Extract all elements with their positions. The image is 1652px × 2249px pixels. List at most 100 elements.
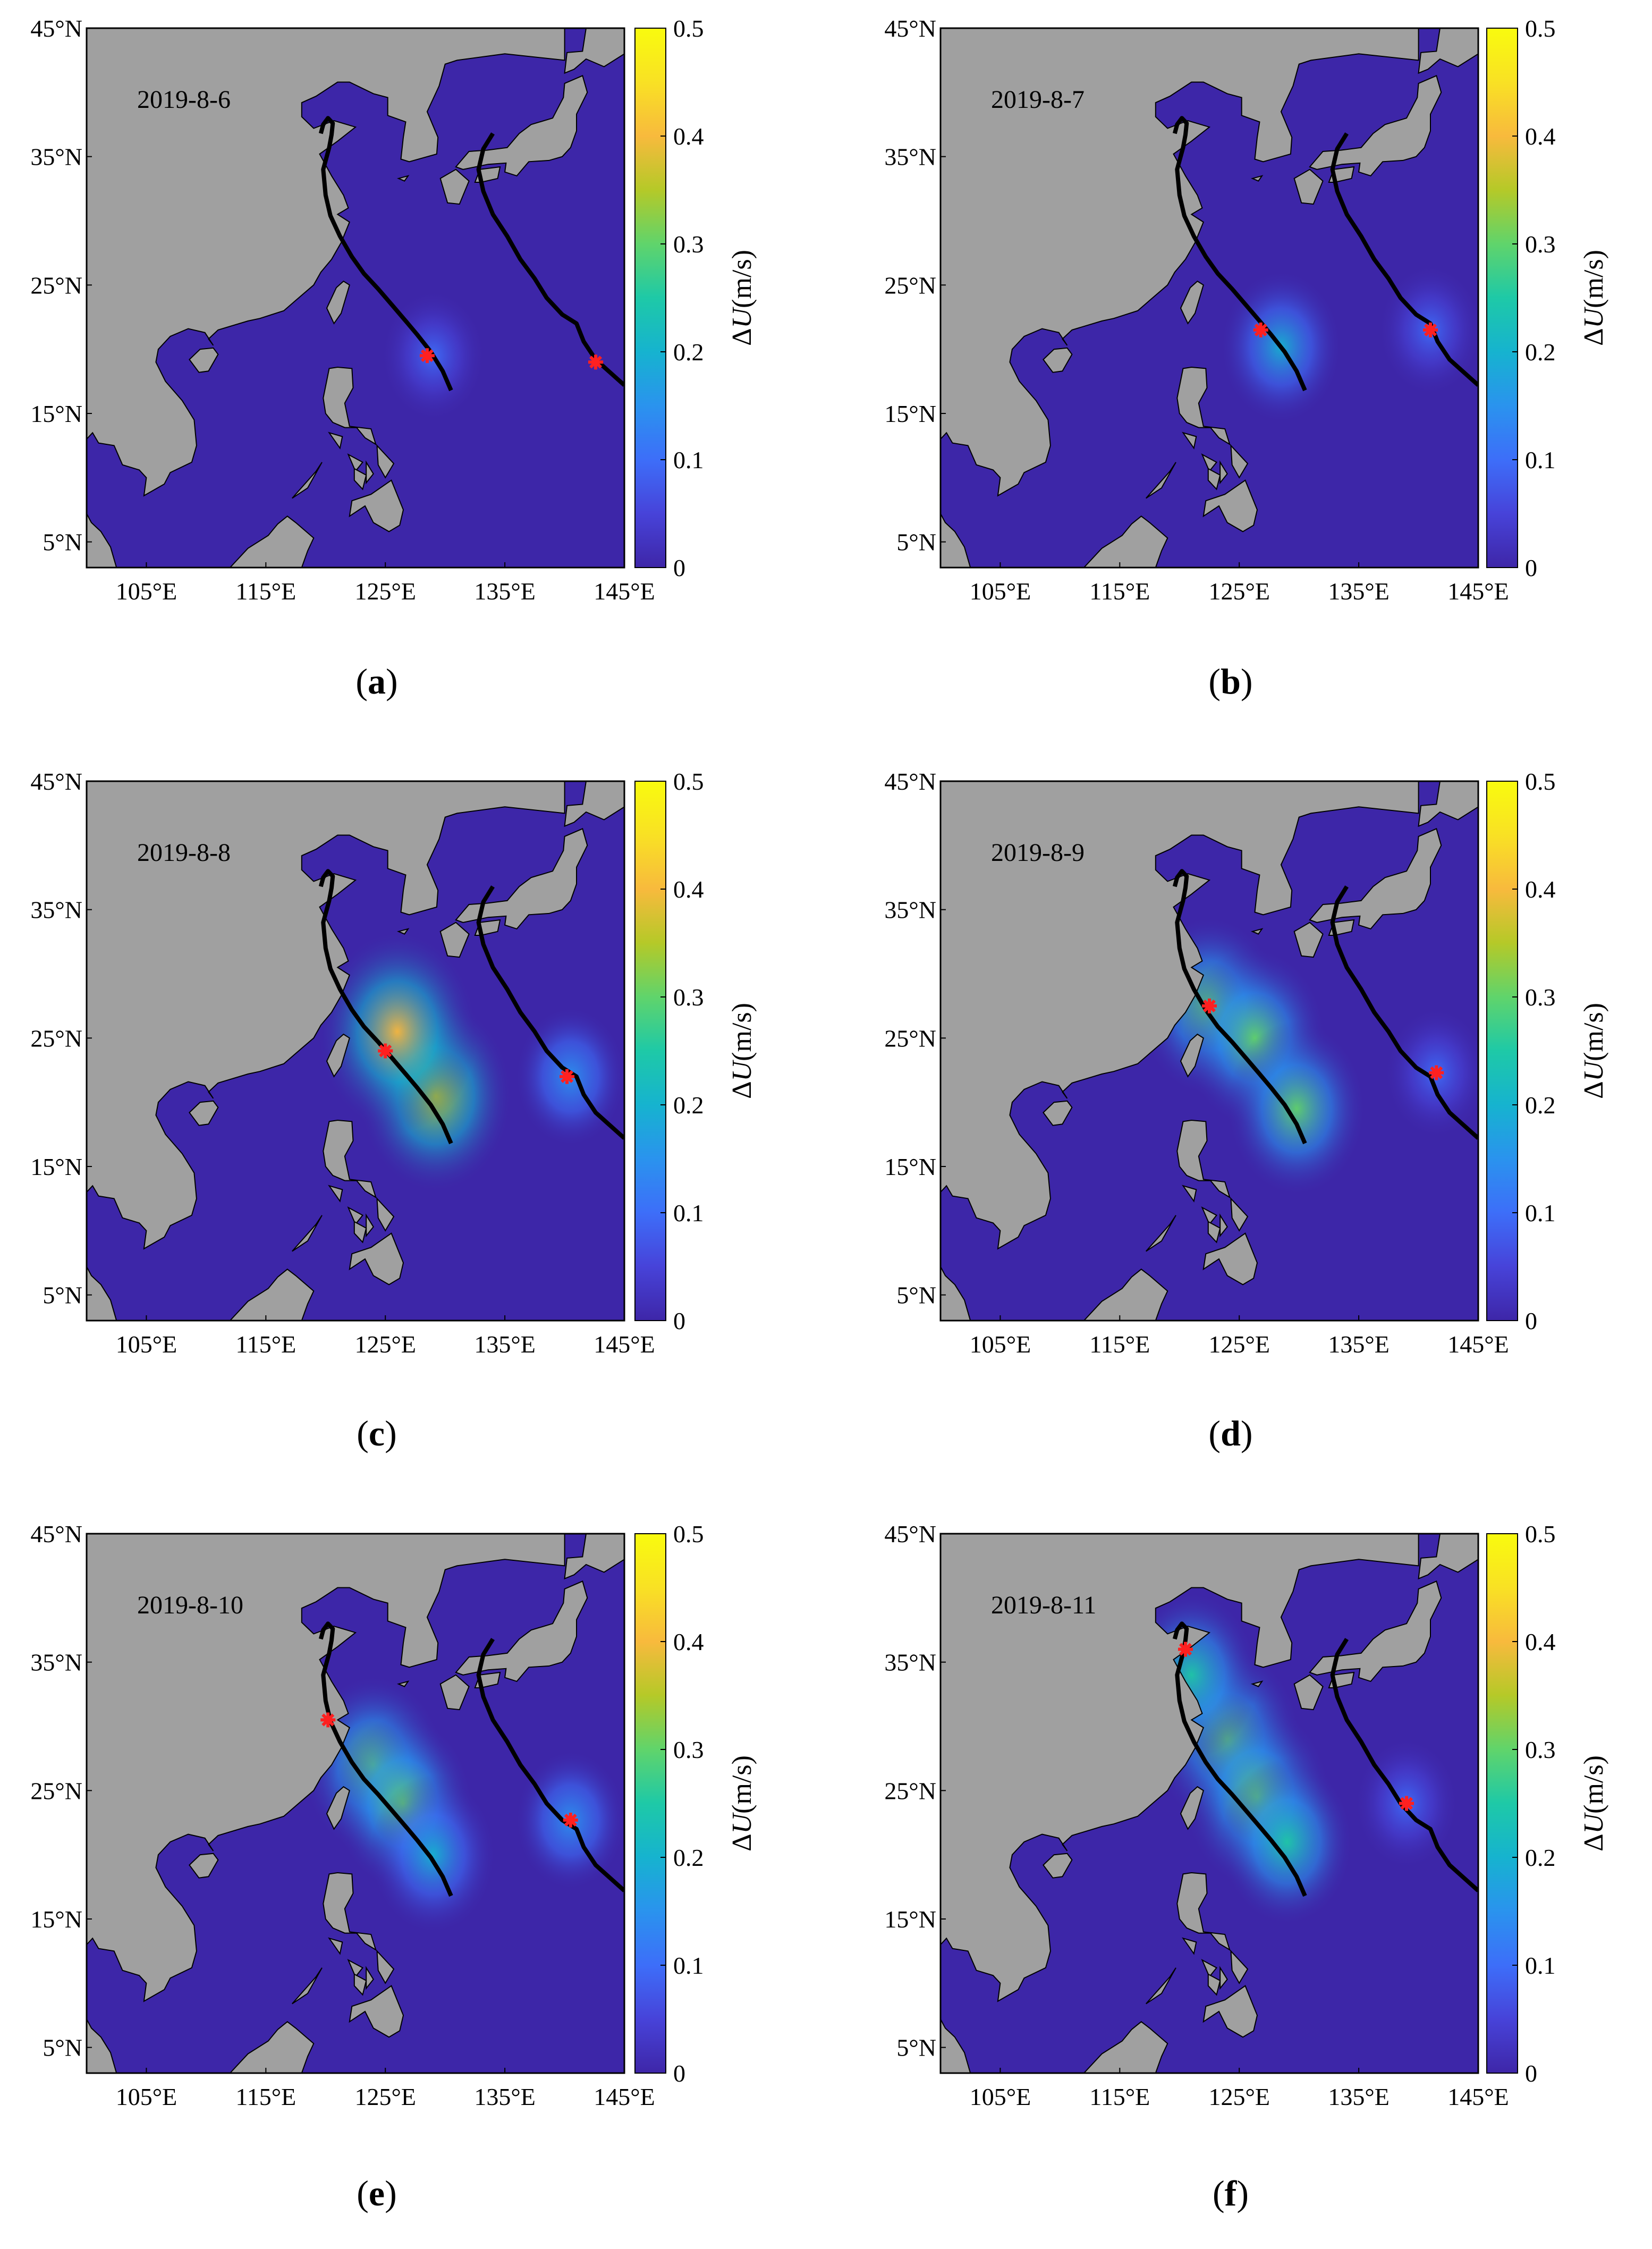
land-hainan <box>189 1853 219 1879</box>
land-cebu <box>366 460 374 485</box>
land-jeju <box>396 1680 410 1687</box>
typhoon-position-marker <box>1202 998 1217 1013</box>
colorbar-tick-label: 0.2 <box>673 339 704 366</box>
x-tick-label: 135°E <box>474 2083 536 2110</box>
land-asia <box>941 781 1419 1250</box>
x-tick-label: 135°E <box>474 578 536 605</box>
map-area <box>87 781 624 1321</box>
land-mindanao <box>349 479 404 532</box>
land-jeju <box>1250 175 1264 182</box>
map-area <box>941 781 1478 1321</box>
x-tick-label: 125°E <box>1208 1331 1270 1358</box>
land-honshu <box>455 75 588 177</box>
colorbar-tick-label: 0 <box>1525 1307 1537 1334</box>
y-tick-label: 25°N <box>884 1025 936 1052</box>
colorbar-tick-label: 0.4 <box>1525 1628 1556 1655</box>
y-tick-label: 5°N <box>896 529 936 556</box>
land-borneo <box>190 515 315 568</box>
typhoon-position-marker <box>588 354 604 370</box>
land-negros <box>353 468 367 491</box>
map-area <box>87 1534 624 2073</box>
land-negros <box>353 1973 367 1996</box>
colorbar-tick-label: 0.5 <box>673 768 704 795</box>
land-palawan <box>292 462 323 499</box>
land-borneo <box>1044 2021 1168 2073</box>
land-kyushu <box>439 1674 470 1711</box>
colorbar-tick-label: 0.2 <box>1525 339 1556 366</box>
land-kyushu <box>1293 168 1324 205</box>
land-samar <box>376 1197 395 1232</box>
land-asia <box>87 781 565 1250</box>
land-cebu <box>1219 460 1228 485</box>
land-honshu <box>1309 75 1442 177</box>
colorbar-tick-label: 0.4 <box>1525 123 1556 150</box>
colorbar-tick-label: 0 <box>673 554 685 581</box>
map-frame <box>939 27 1479 569</box>
land-mindoro <box>1182 1185 1197 1203</box>
land-panay <box>347 453 364 472</box>
x-tick-label: 135°E <box>1328 578 1390 605</box>
land-hokkaido <box>1418 1534 1478 1580</box>
land-luzon <box>1176 366 1231 446</box>
x-tick-label: 125°E <box>354 2083 416 2110</box>
colorbar-tick-label: 0.5 <box>1525 15 1556 42</box>
colorbar-tick-label: 0.2 <box>1525 1092 1556 1119</box>
x-tick-label: 125°E <box>1208 578 1270 605</box>
land-sakhalin <box>585 28 599 29</box>
land-mindanao <box>349 1232 404 1286</box>
land-panay <box>347 1959 364 1978</box>
land-hokkaido <box>1418 781 1478 827</box>
land-honshu <box>455 828 588 930</box>
typhoon-position-marker <box>1253 322 1268 337</box>
y-tick-label: 45°N <box>884 1520 936 1548</box>
x-tick-label: 105°E <box>116 1331 177 1358</box>
y-tick-label: 15°N <box>30 1153 82 1180</box>
land-mindanao <box>349 1985 404 2038</box>
panel-caption: (c) <box>357 1413 397 1453</box>
x-tick-label: 105°E <box>970 578 1031 605</box>
typhoon-track-east <box>476 1638 624 1892</box>
typhoon-position-marker <box>563 1812 578 1828</box>
land-kyushu <box>1293 1674 1324 1711</box>
y-tick-label: 5°N <box>896 2034 936 2061</box>
panel-caption: (e) <box>357 2173 397 2213</box>
x-tick-label: 105°E <box>116 2083 177 2110</box>
x-tick-label: 145°E <box>1447 578 1509 605</box>
typhoon-position-marker <box>320 1712 336 1728</box>
typhoon-position-marker <box>1178 1642 1193 1657</box>
typhoon-position-marker <box>560 1069 575 1084</box>
land-hokkaido <box>564 28 624 74</box>
colorbar-tick-label: 0.1 <box>1525 1952 1556 1979</box>
panel-c: 2019-8-8 105°E 115°E 125°E 135°E 145°E 45°N 35°… <box>30 768 757 1453</box>
panel-caption: (b) <box>1208 661 1252 701</box>
date-label: 2019-8-7 <box>991 86 1085 114</box>
land-hainan <box>1043 1853 1073 1879</box>
colorbar-tick-label: 0.4 <box>673 1628 704 1655</box>
land-luzon <box>323 1872 377 1951</box>
colorbar-tick-label: 0 <box>1525 2060 1537 2087</box>
x-tick-label: 145°E <box>594 578 655 605</box>
land-mindoro <box>328 432 343 450</box>
y-tick-label: 45°N <box>30 15 82 42</box>
panel-caption: (a) <box>355 661 397 701</box>
map-frame <box>86 780 625 1322</box>
land-sakhalin <box>1439 781 1453 782</box>
y-tick-label: 5°N <box>43 529 82 556</box>
y-tick-label: 45°N <box>30 1520 82 1548</box>
colorbar-tick-label: 0.3 <box>673 231 704 258</box>
land-palawan <box>1146 1215 1176 1252</box>
x-tick-label: 145°E <box>594 2083 655 2110</box>
colorbar-tick-label: 0.1 <box>673 1952 704 1979</box>
land-borneo <box>190 2021 315 2073</box>
land-hainan <box>1043 347 1073 373</box>
land-luzon <box>323 366 377 446</box>
land-jeju <box>1250 928 1264 935</box>
colorbar-label: ΔU(m/s) <box>1579 1755 1609 1851</box>
colorbar <box>634 781 666 1321</box>
typhoon-position-marker <box>1399 1796 1414 1811</box>
land-honshu <box>1309 1580 1442 1682</box>
y-tick-label: 35°N <box>30 143 82 171</box>
panel-caption: (d) <box>1208 1413 1252 1453</box>
land-borneo <box>190 1269 315 1321</box>
